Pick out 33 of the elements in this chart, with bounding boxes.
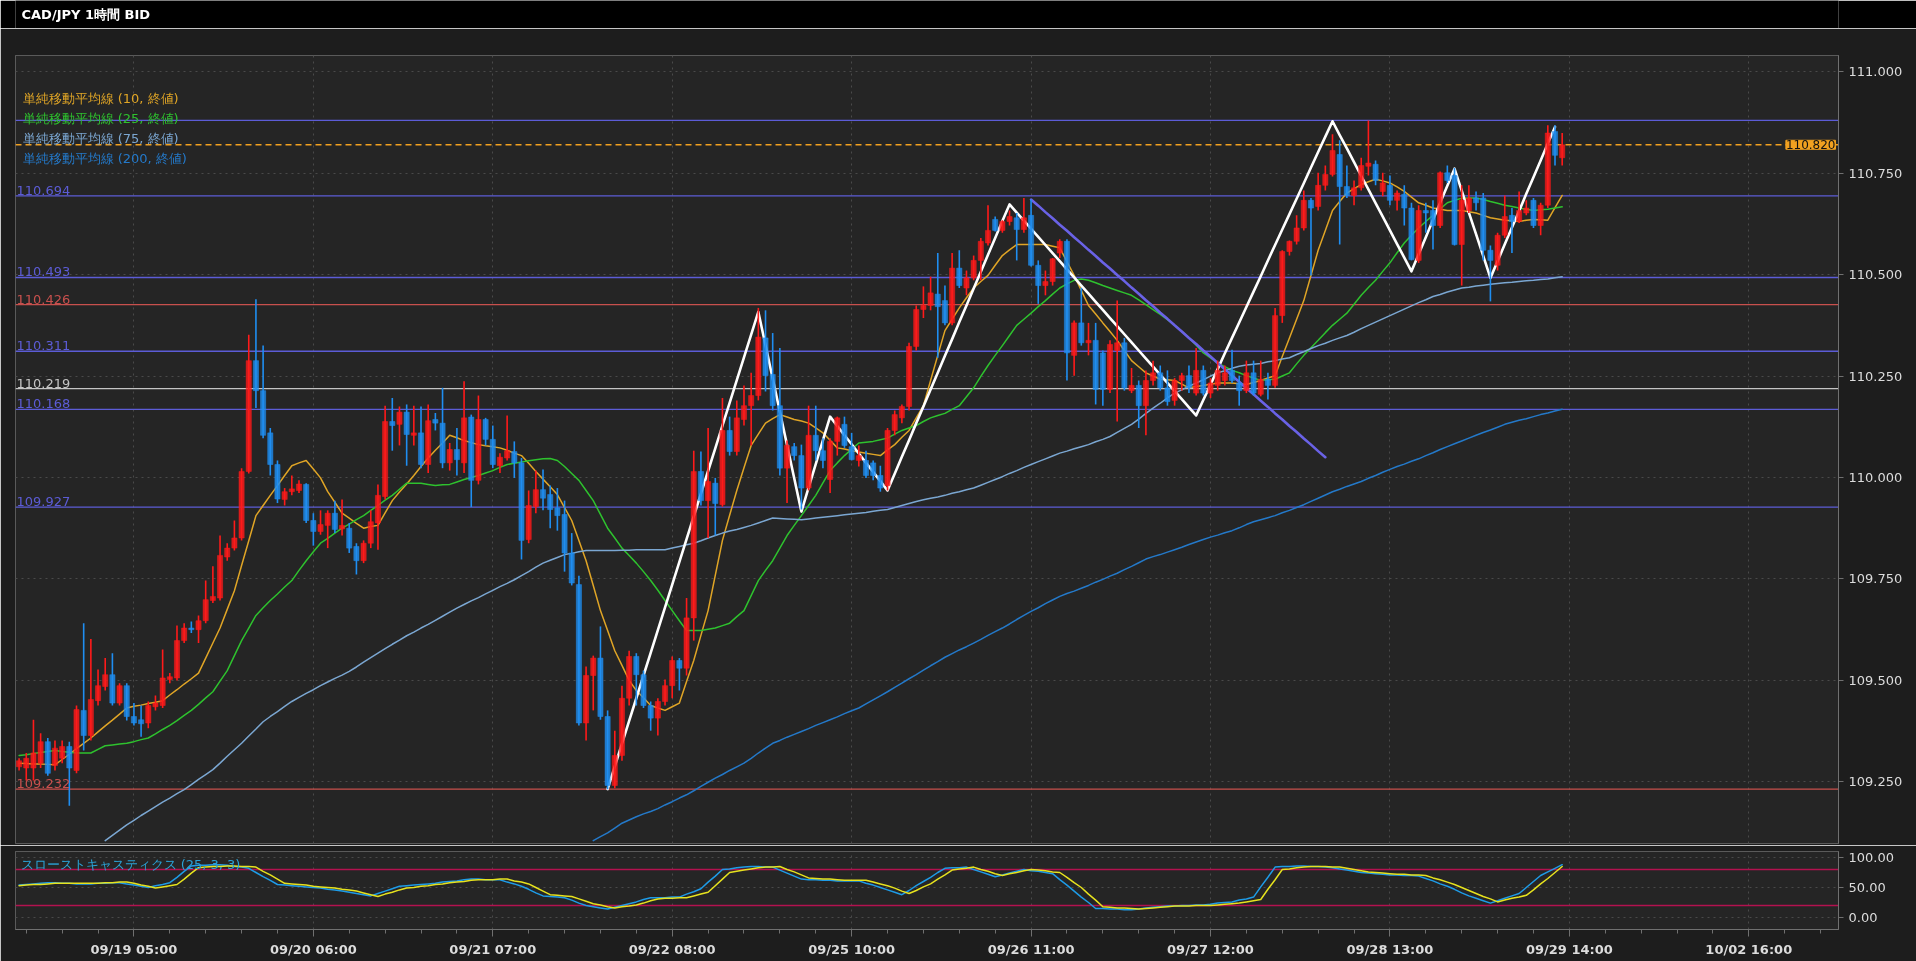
text: 単純移動平均線 (200, 終値) <box>22 151 187 166</box>
text: 単純移動平均線 (10, 終値) <box>22 91 179 106</box>
ref-line-label: 110.426 <box>16 291 71 307</box>
y-tick-label: 0.00 <box>1848 910 1878 925</box>
ref-line-label: 110.168 <box>16 396 71 412</box>
y-tick-label: 111.000 <box>1848 64 1903 80</box>
y-tick-label: 110.000 <box>1848 470 1903 485</box>
ref-line-label: 109.927 <box>16 494 71 510</box>
y-tick-label: 109.250 <box>1848 774 1903 790</box>
y-tick-label: 50.00 <box>1848 880 1886 895</box>
x-tick-label: 09/20 06:00 <box>269 941 357 957</box>
y-tick-label: 110.750 <box>1848 165 1903 181</box>
y-tick-label: 109.500 <box>1848 672 1903 688</box>
text: 単純移動平均線 (75, 終値) <box>22 131 179 146</box>
x-tick-label: 09/28 13:00 <box>1346 941 1434 957</box>
x-tick-label: 09/21 07:00 <box>449 941 537 957</box>
x-tick-label: 09/25 10:00 <box>808 941 896 957</box>
y-tick-label: 110.250 <box>1848 368 1903 384</box>
x-tick-label: 09/22 08:00 <box>628 941 716 957</box>
y-tick-label: 109.750 <box>1848 571 1903 587</box>
chart-title: CAD/JPY 1時間 BID <box>21 7 151 22</box>
x-tick-label: 09/29 14:00 <box>1525 941 1613 957</box>
x-tick-label: 09/26 11:00 <box>987 941 1075 957</box>
ref-line-label: 110.493 <box>16 264 71 280</box>
ref-line-label: 110.820 <box>1785 138 1836 153</box>
ref-line-label: 110.694 <box>16 182 71 198</box>
y-tick-label: 100.00 <box>1848 850 1894 865</box>
x-tick-label: 09/27 12:00 <box>1167 941 1254 957</box>
x-tick-label: 09/19 05:00 <box>90 941 178 957</box>
ref-line-label: 110.219 <box>16 375 71 391</box>
y-tick-label: 110.500 <box>1848 267 1903 283</box>
x-tick-label: 10/02 16:00 <box>1705 941 1793 957</box>
ref-line-label: 110.311 <box>16 338 71 354</box>
